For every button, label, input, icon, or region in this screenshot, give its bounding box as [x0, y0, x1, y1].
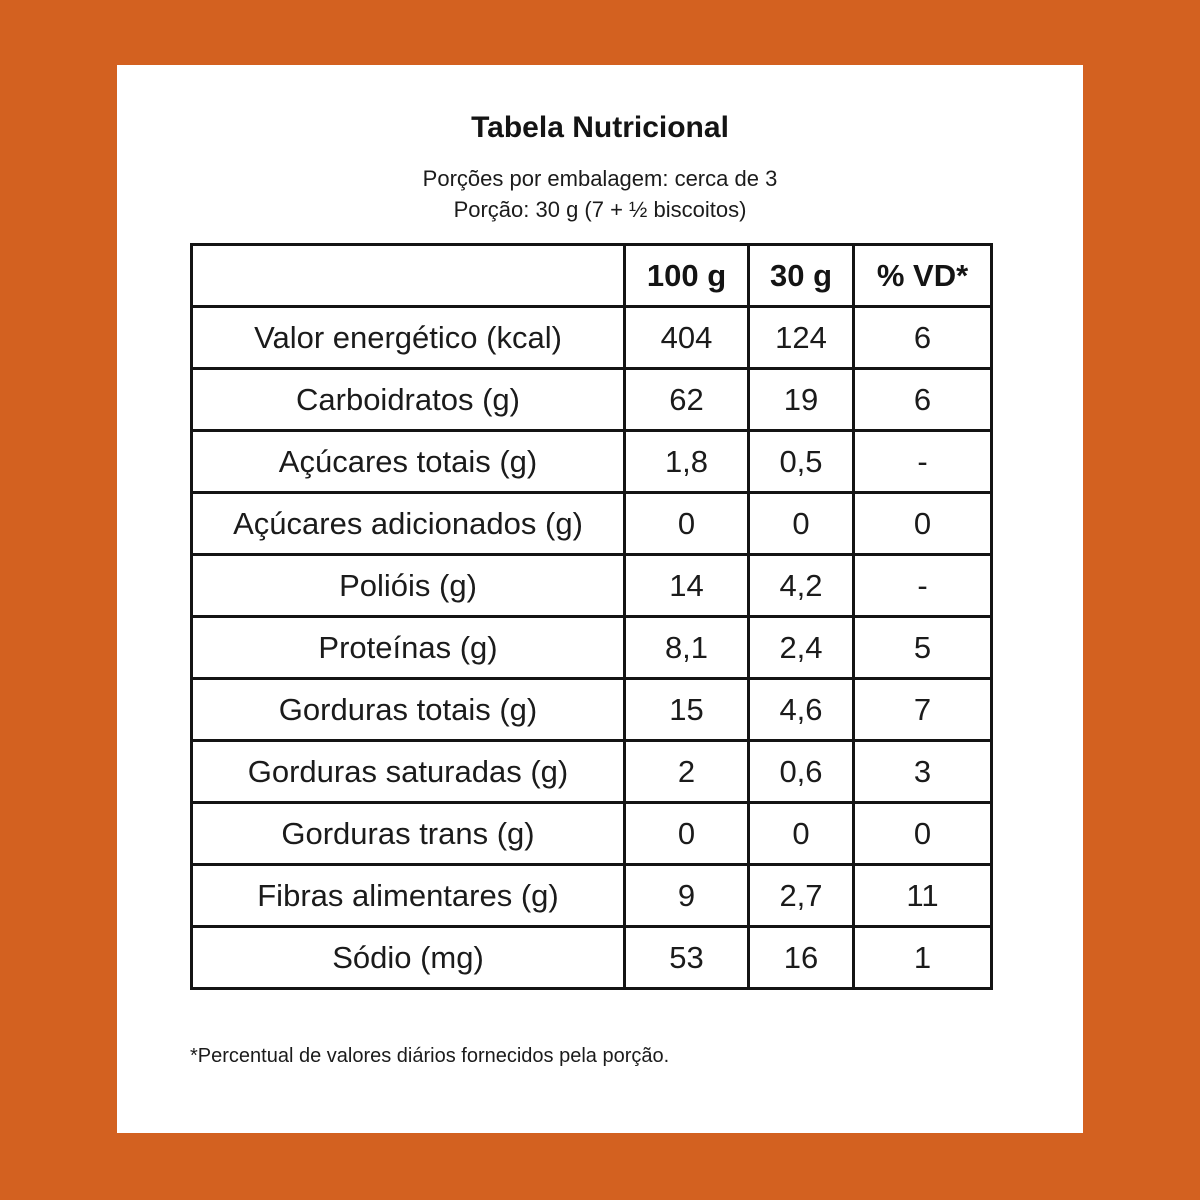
- serving-size: Porção: 30 g (7 + ½ biscoitos): [453, 197, 747, 222]
- column-header-percent-vd: % VD*: [852, 243, 993, 308]
- serving-info: Porções por embalagem: cerca de 3 Porção…: [117, 163, 1083, 225]
- value-per-30g: 0,6: [747, 739, 855, 804]
- value-percent-vd: 3: [852, 739, 993, 804]
- table-row: Sódio (mg) 53 16 1: [190, 925, 993, 990]
- table-row: Gorduras saturadas (g) 2 0,6 3: [190, 739, 993, 804]
- value-per-30g: 2,7: [747, 863, 855, 928]
- value-per-100g: 53: [623, 925, 750, 990]
- table-row: Gorduras totais (g) 15 4,6 7: [190, 677, 993, 742]
- nutrition-table: 100 g 30 g % VD* Valor energético (kcal)…: [190, 243, 993, 990]
- value-per-100g: 14: [623, 553, 750, 618]
- table-header-row: 100 g 30 g % VD*: [190, 243, 993, 308]
- servings-per-package: Porções por embalagem: cerca de 3: [422, 166, 778, 191]
- table-row: Açúcares adicionados (g) 0 0 0: [190, 491, 993, 556]
- value-per-30g: 16: [747, 925, 855, 990]
- value-per-100g: 8,1: [623, 615, 750, 680]
- nutrient-label: Gorduras trans (g): [190, 801, 626, 866]
- table-row: Carboidratos (g) 62 19 6: [190, 367, 993, 432]
- value-per-100g: 9: [623, 863, 750, 928]
- value-percent-vd: -: [852, 429, 993, 494]
- value-per-30g: 19: [747, 367, 855, 432]
- table-row: Polióis (g) 14 4,2 -: [190, 553, 993, 618]
- nutrient-label: Açúcares adicionados (g): [190, 491, 626, 556]
- nutrient-label: Polióis (g): [190, 553, 626, 618]
- empty-header-cell: [190, 243, 626, 308]
- value-per-30g: 4,2: [747, 553, 855, 618]
- value-per-100g: 1,8: [623, 429, 750, 494]
- value-percent-vd: 0: [852, 491, 993, 556]
- column-header-30g: 30 g: [747, 243, 855, 308]
- nutrient-label: Proteínas (g): [190, 615, 626, 680]
- table-row: Açúcares totais (g) 1,8 0,5 -: [190, 429, 993, 494]
- value-per-30g: 124: [747, 305, 855, 370]
- nutrient-label: Gorduras saturadas (g): [190, 739, 626, 804]
- nutrition-card: Tabela Nutricional Porções por embalagem…: [117, 65, 1083, 1133]
- page-title: Tabela Nutricional: [471, 111, 729, 144]
- value-per-100g: 15: [623, 677, 750, 742]
- daily-value-footnote: *Percentual de valores diários fornecido…: [190, 1045, 670, 1067]
- value-per-100g: 404: [623, 305, 750, 370]
- value-percent-vd: 11: [852, 863, 993, 928]
- column-header-100g: 100 g: [623, 243, 750, 308]
- nutrient-label: Açúcares totais (g): [190, 429, 626, 494]
- value-per-100g: 2: [623, 739, 750, 804]
- table-row: Valor energético (kcal) 404 124 6: [190, 305, 993, 370]
- value-per-100g: 0: [623, 491, 750, 556]
- nutrient-label: Gorduras totais (g): [190, 677, 626, 742]
- value-per-100g: 62: [623, 367, 750, 432]
- table-row: Gorduras trans (g) 0 0 0: [190, 801, 993, 866]
- value-per-30g: 2,4: [747, 615, 855, 680]
- nutrient-label: Valor energético (kcal): [190, 305, 626, 370]
- nutrient-label: Sódio (mg): [190, 925, 626, 990]
- value-percent-vd: 6: [852, 367, 993, 432]
- table-row: Fibras alimentares (g) 9 2,7 11: [190, 863, 993, 928]
- value-percent-vd: 1: [852, 925, 993, 990]
- value-per-30g: 0,5: [747, 429, 855, 494]
- value-per-30g: 0: [747, 801, 855, 866]
- value-per-30g: 4,6: [747, 677, 855, 742]
- nutrient-label: Fibras alimentares (g): [190, 863, 626, 928]
- nutrient-label: Carboidratos (g): [190, 367, 626, 432]
- value-per-100g: 0: [623, 801, 750, 866]
- value-per-30g: 0: [747, 491, 855, 556]
- value-percent-vd: 7: [852, 677, 993, 742]
- value-percent-vd: -: [852, 553, 993, 618]
- value-percent-vd: 5: [852, 615, 993, 680]
- value-percent-vd: 6: [852, 305, 993, 370]
- value-percent-vd: 0: [852, 801, 993, 866]
- table-row: Proteínas (g) 8,1 2,4 5: [190, 615, 993, 680]
